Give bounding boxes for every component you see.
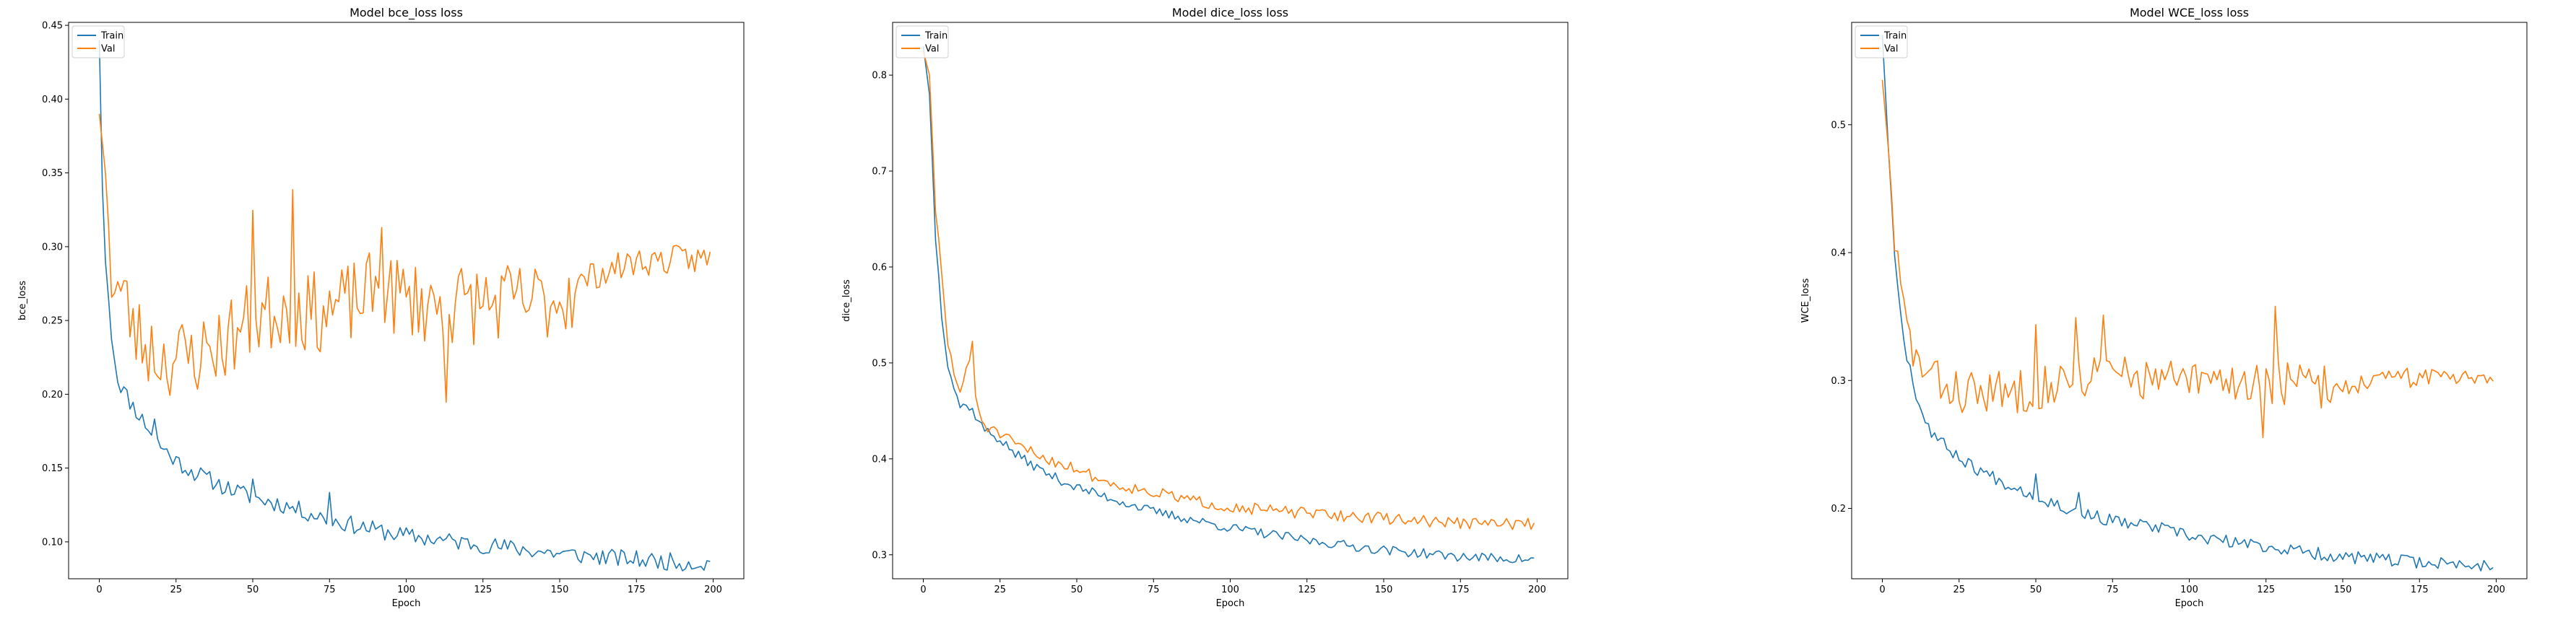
chart-panel-bce-loss: Model bce_loss loss Epoch bce_loss 0 25 50… xyxy=(17,6,745,609)
y-tick-label: 0.3 xyxy=(872,550,887,561)
y-tick-label: 0.7 xyxy=(872,167,887,178)
x-tick-label: 50 xyxy=(247,585,259,595)
x-axis-label: Epoch xyxy=(392,598,421,609)
series-line-val xyxy=(922,51,1535,530)
legend: Train Val xyxy=(1855,25,1908,58)
legend-label-val: Val xyxy=(925,44,939,55)
y-tick-label: 0.2 xyxy=(1831,504,1846,515)
x-tick-label: 125 xyxy=(1298,585,1316,595)
y-tick-label: 0.15 xyxy=(42,463,63,474)
y-tick-label: 0.10 xyxy=(42,537,63,548)
y-tick-label: 0.20 xyxy=(42,390,63,401)
y-tick-label: 0.35 xyxy=(42,168,63,179)
y-tick-label: 0.6 xyxy=(872,262,887,273)
x-axis-label: Epoch xyxy=(2175,598,2204,609)
x-tick-label: 175 xyxy=(2411,585,2429,595)
x-tick-label: 200 xyxy=(1528,585,1546,595)
y-axis-label: WCE_loss xyxy=(1800,278,1811,323)
series-line-train xyxy=(922,46,1535,564)
y-tick-label: 0.25 xyxy=(42,316,63,327)
plot-frame xyxy=(68,22,745,579)
x-tick-label: 75 xyxy=(1148,585,1160,595)
x-tick-label: 150 xyxy=(551,585,569,595)
x-tick-label: 150 xyxy=(2334,585,2352,595)
x-tick-label: 200 xyxy=(704,585,722,595)
y-tick-label: 0.8 xyxy=(872,71,887,82)
legend-label-train: Train xyxy=(100,31,123,42)
y-tick-label: 0.4 xyxy=(1831,248,1846,259)
x-tick-label: 175 xyxy=(1452,585,1470,595)
y-tick-label: 0.40 xyxy=(42,95,63,105)
series-group xyxy=(98,40,711,572)
x-tick-label: 0 xyxy=(920,585,926,595)
x-tick-label: 50 xyxy=(1071,585,1083,595)
tick-group: 0 25 50 75 100 125 150 175 200 0.3 0.4 0.5 0.6 0.7 0.8 xyxy=(872,71,1546,595)
chart-panel-dice-loss: Model dice_loss loss Epoch dice_loss 0 25… xyxy=(841,6,1569,609)
x-tick-label: 25 xyxy=(994,585,1006,595)
series-line-train xyxy=(98,40,711,572)
x-tick-label: 100 xyxy=(1221,585,1239,595)
legend-box xyxy=(71,25,125,58)
legend-label-val: Val xyxy=(1884,44,1898,55)
x-tick-label: 100 xyxy=(2180,585,2198,595)
x-tick-label: 200 xyxy=(2487,585,2505,595)
chart-title: Model bce_loss loss xyxy=(350,6,463,20)
x-tick-label: 0 xyxy=(1879,585,1885,595)
chart-title: Model WCE_loss loss xyxy=(2130,6,2249,20)
x-tick-label: 125 xyxy=(474,585,492,595)
y-tick-label: 0.3 xyxy=(1831,376,1846,387)
legend-label-train: Train xyxy=(924,31,947,42)
series-line-train xyxy=(1881,35,2494,572)
x-tick-label: 100 xyxy=(397,585,415,595)
tick-group: 0 25 50 75 100 125 150 175 200 0.2 0.3 0.4 0.5 xyxy=(1831,120,2505,595)
plot-frame xyxy=(892,22,1569,579)
x-tick-label: 0 xyxy=(96,585,102,595)
y-axis-label: bce_loss xyxy=(17,281,28,320)
plot-frame xyxy=(1851,22,2528,579)
chart-title: Model dice_loss loss xyxy=(1172,6,1288,20)
y-tick-label: 0.5 xyxy=(1831,120,1846,131)
x-tick-label: 75 xyxy=(324,585,336,595)
legend-label-train: Train xyxy=(1883,31,1907,42)
x-tick-label: 25 xyxy=(170,585,182,595)
series-group xyxy=(922,46,1535,564)
x-tick-label: 50 xyxy=(2030,585,2042,595)
legend: Train Val xyxy=(71,25,125,58)
x-axis-label: Epoch xyxy=(1216,598,1245,609)
x-tick-label: 75 xyxy=(2107,585,2119,595)
x-tick-label: 150 xyxy=(1375,585,1393,595)
y-tick-label: 0.30 xyxy=(42,242,63,253)
x-tick-label: 25 xyxy=(1953,585,1965,595)
x-tick-label: 125 xyxy=(2257,585,2275,595)
x-tick-label: 175 xyxy=(628,585,646,595)
series-line-val xyxy=(1881,79,2494,439)
legend-box xyxy=(895,25,949,58)
y-tick-label: 0.45 xyxy=(42,21,63,32)
series-line-val xyxy=(98,113,711,403)
tick-group: 0 25 50 75 100 125 150 175 200 0.10 0.15 0.20 0.25 0.… xyxy=(42,21,722,595)
chart-panel-wce-loss: Model WCE_loss loss Epoch WCE_loss 0 25 50… xyxy=(1800,6,2528,609)
legend-label-val: Val xyxy=(101,44,115,55)
series-group xyxy=(1881,35,2494,572)
legend: Train Val xyxy=(895,25,949,58)
legend-box xyxy=(1855,25,1908,58)
y-tick-label: 0.4 xyxy=(872,454,887,465)
y-axis-label: dice_loss xyxy=(841,279,852,322)
y-tick-label: 0.5 xyxy=(872,358,887,369)
